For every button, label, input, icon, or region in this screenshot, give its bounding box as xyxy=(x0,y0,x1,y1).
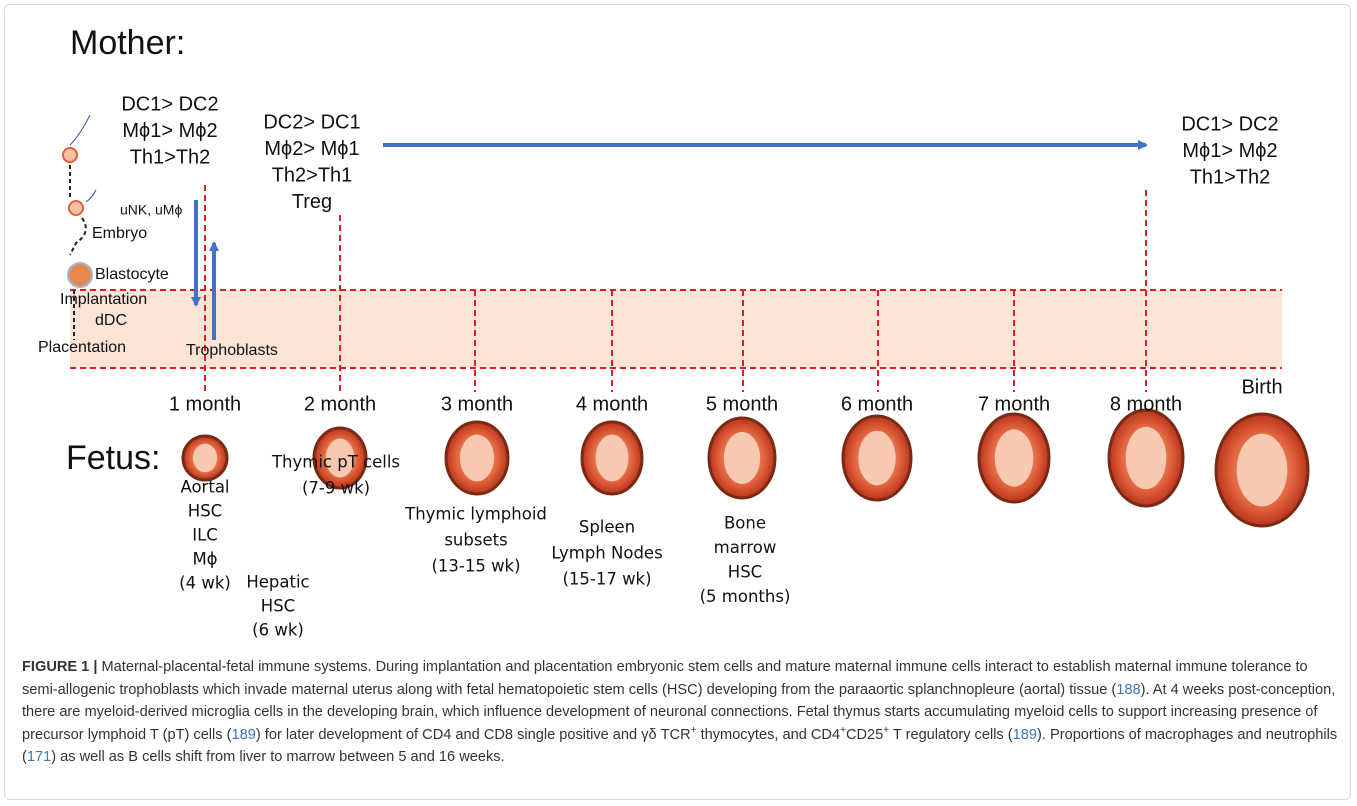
fetal-event: Mϕ xyxy=(192,550,217,569)
fetal-event: (6 wk) xyxy=(252,621,304,640)
month-label: 1 month xyxy=(169,393,241,415)
fetal-event: marrow xyxy=(714,538,777,557)
fetal-event: Thymic pT cells xyxy=(271,453,400,472)
embryo-step: Placentation xyxy=(38,339,126,356)
month-label: 3 month xyxy=(441,393,513,415)
fetal-event: Thymic lymphoid xyxy=(404,505,547,524)
caption-label: FIGURE 1 | xyxy=(22,659,97,675)
fetal-event: ILC xyxy=(192,526,218,545)
caption: FIGURE 1 | Maternal-placental-fetal immu… xyxy=(22,656,1338,769)
cytokine-profile: Treg xyxy=(292,191,332,213)
caption-text: CD25 xyxy=(846,727,883,743)
fetus-body xyxy=(858,431,895,486)
embryo-step: dDC xyxy=(95,312,127,329)
cytokine-profile: Th1>Th2 xyxy=(1190,166,1271,188)
cytokine-profile: Mϕ1> Mϕ2 xyxy=(122,120,217,142)
embryo-step: Implantation xyxy=(60,291,147,308)
citation[interactable]: 171 xyxy=(27,749,51,765)
fetal-event: Spleen xyxy=(579,518,635,537)
fetal-event: (15-17 wk) xyxy=(562,570,651,589)
month-label: 7 month xyxy=(978,393,1050,415)
page: {"figure": { "mother_label": "Mother:", … xyxy=(0,0,1357,806)
cytokine-profile: Mϕ1> Mϕ2 xyxy=(1182,140,1277,162)
fetal-event: subsets xyxy=(444,531,507,550)
embryo-step: Blastocyte xyxy=(95,266,169,283)
month-label: 5 month xyxy=(706,393,778,415)
embryo-step: Embryo xyxy=(92,225,147,242)
caption-text: ) as well as B cells shift from liver to… xyxy=(51,749,504,765)
cytokine-profile: DC1> DC2 xyxy=(121,93,218,115)
fetal-event: (4 wk) xyxy=(179,574,231,593)
caption-text: T regulatory cells ( xyxy=(889,727,1013,743)
caption-text: Maternal-placental-fetal immune systems.… xyxy=(22,659,1308,698)
citation[interactable]: 189 xyxy=(232,727,256,743)
mother-label: Mother: xyxy=(70,24,185,62)
fetus-body xyxy=(1126,427,1167,489)
cytokine-profile: Th1>Th2 xyxy=(130,146,211,168)
fetal-event: Bone xyxy=(724,514,766,533)
fetus-body xyxy=(460,435,494,482)
caption-text: ) for later development of CD4 and CD8 s… xyxy=(256,727,691,743)
month-label: Birth xyxy=(1241,376,1282,398)
fetal-event: Hepatic xyxy=(246,573,309,592)
fetus-label: Fetus: xyxy=(66,439,160,477)
cytokine-profile: Mϕ2> Mϕ1 xyxy=(264,138,359,160)
fetus-body xyxy=(995,429,1034,486)
maternal-cells: uNK, uMϕ xyxy=(120,202,182,218)
fetal-event: Aortal xyxy=(180,478,229,497)
trophoblasts-label: Trophoblasts xyxy=(186,342,278,359)
fetus-body xyxy=(596,435,629,482)
month-label: 2 month xyxy=(304,393,376,415)
fetus-body xyxy=(193,444,217,473)
fetal-event: HSC xyxy=(188,502,222,521)
diagram: Mother: Fetus: uNK, uMϕ Trophoblasts Emb… xyxy=(0,0,1357,650)
fetal-event: (13-15 wk) xyxy=(431,557,520,576)
fetal-event: (7-9 wk) xyxy=(302,479,370,498)
cytokine-profile: DC2> DC1 xyxy=(263,111,360,133)
fetus-body xyxy=(1237,434,1288,507)
citation[interactable]: 189 xyxy=(1013,727,1037,743)
month-label: 6 month xyxy=(841,393,913,415)
month-label: 8 month xyxy=(1110,393,1182,415)
fetal-event: HSC xyxy=(261,597,295,616)
cytokine-profile: Th2>Th1 xyxy=(272,164,353,186)
month-label: 4 month xyxy=(576,393,648,415)
cytokine-profile: DC1> DC2 xyxy=(1181,113,1278,135)
citation[interactable]: 188 xyxy=(1116,682,1140,698)
fetal-event: (5 months) xyxy=(700,587,791,606)
caption-text: thymocytes, and CD4 xyxy=(697,727,841,743)
fetal-event: Lymph Nodes xyxy=(551,544,662,563)
fetus-body xyxy=(724,432,760,484)
fetal-event: HSC xyxy=(728,563,762,582)
